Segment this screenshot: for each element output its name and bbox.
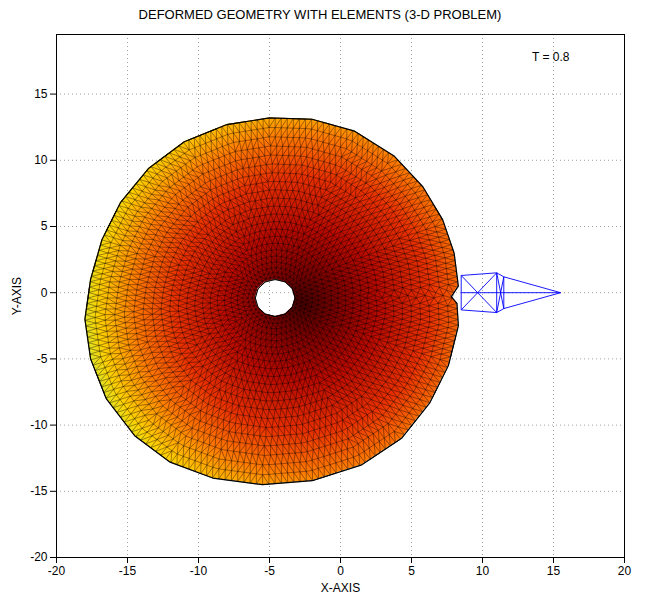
svg-text:-15: -15 xyxy=(30,484,48,498)
svg-text:0: 0 xyxy=(41,286,48,300)
svg-text:-5: -5 xyxy=(264,564,275,578)
svg-text:0: 0 xyxy=(337,564,344,578)
svg-text:-15: -15 xyxy=(119,564,137,578)
html-text:DEFORMED GEOMETRY WITH ELEMENT: DEFORMED GEOMETRY WITH ELEMENTS (3-D PRO… xyxy=(138,7,502,22)
svg-text:5: 5 xyxy=(408,564,415,578)
svg-text:-10: -10 xyxy=(190,564,208,578)
svg-text:15: 15 xyxy=(547,564,561,578)
svg-text:X-AXIS: X-AXIS xyxy=(321,581,360,595)
svg-text:15: 15 xyxy=(34,87,48,101)
svg-text:T = 0.8: T = 0.8 xyxy=(532,50,570,64)
svg-text:20: 20 xyxy=(618,564,632,578)
svg-text:-10: -10 xyxy=(30,418,48,432)
svg-text:10: 10 xyxy=(476,564,490,578)
svg-text:-5: -5 xyxy=(37,352,48,366)
svg-text:10: 10 xyxy=(34,153,48,167)
svg-text:5: 5 xyxy=(41,219,48,233)
svg-text:-20: -20 xyxy=(48,564,66,578)
svg-text:-20: -20 xyxy=(30,550,48,564)
svg-text:Y-AXIS: Y-AXIS xyxy=(10,277,24,315)
